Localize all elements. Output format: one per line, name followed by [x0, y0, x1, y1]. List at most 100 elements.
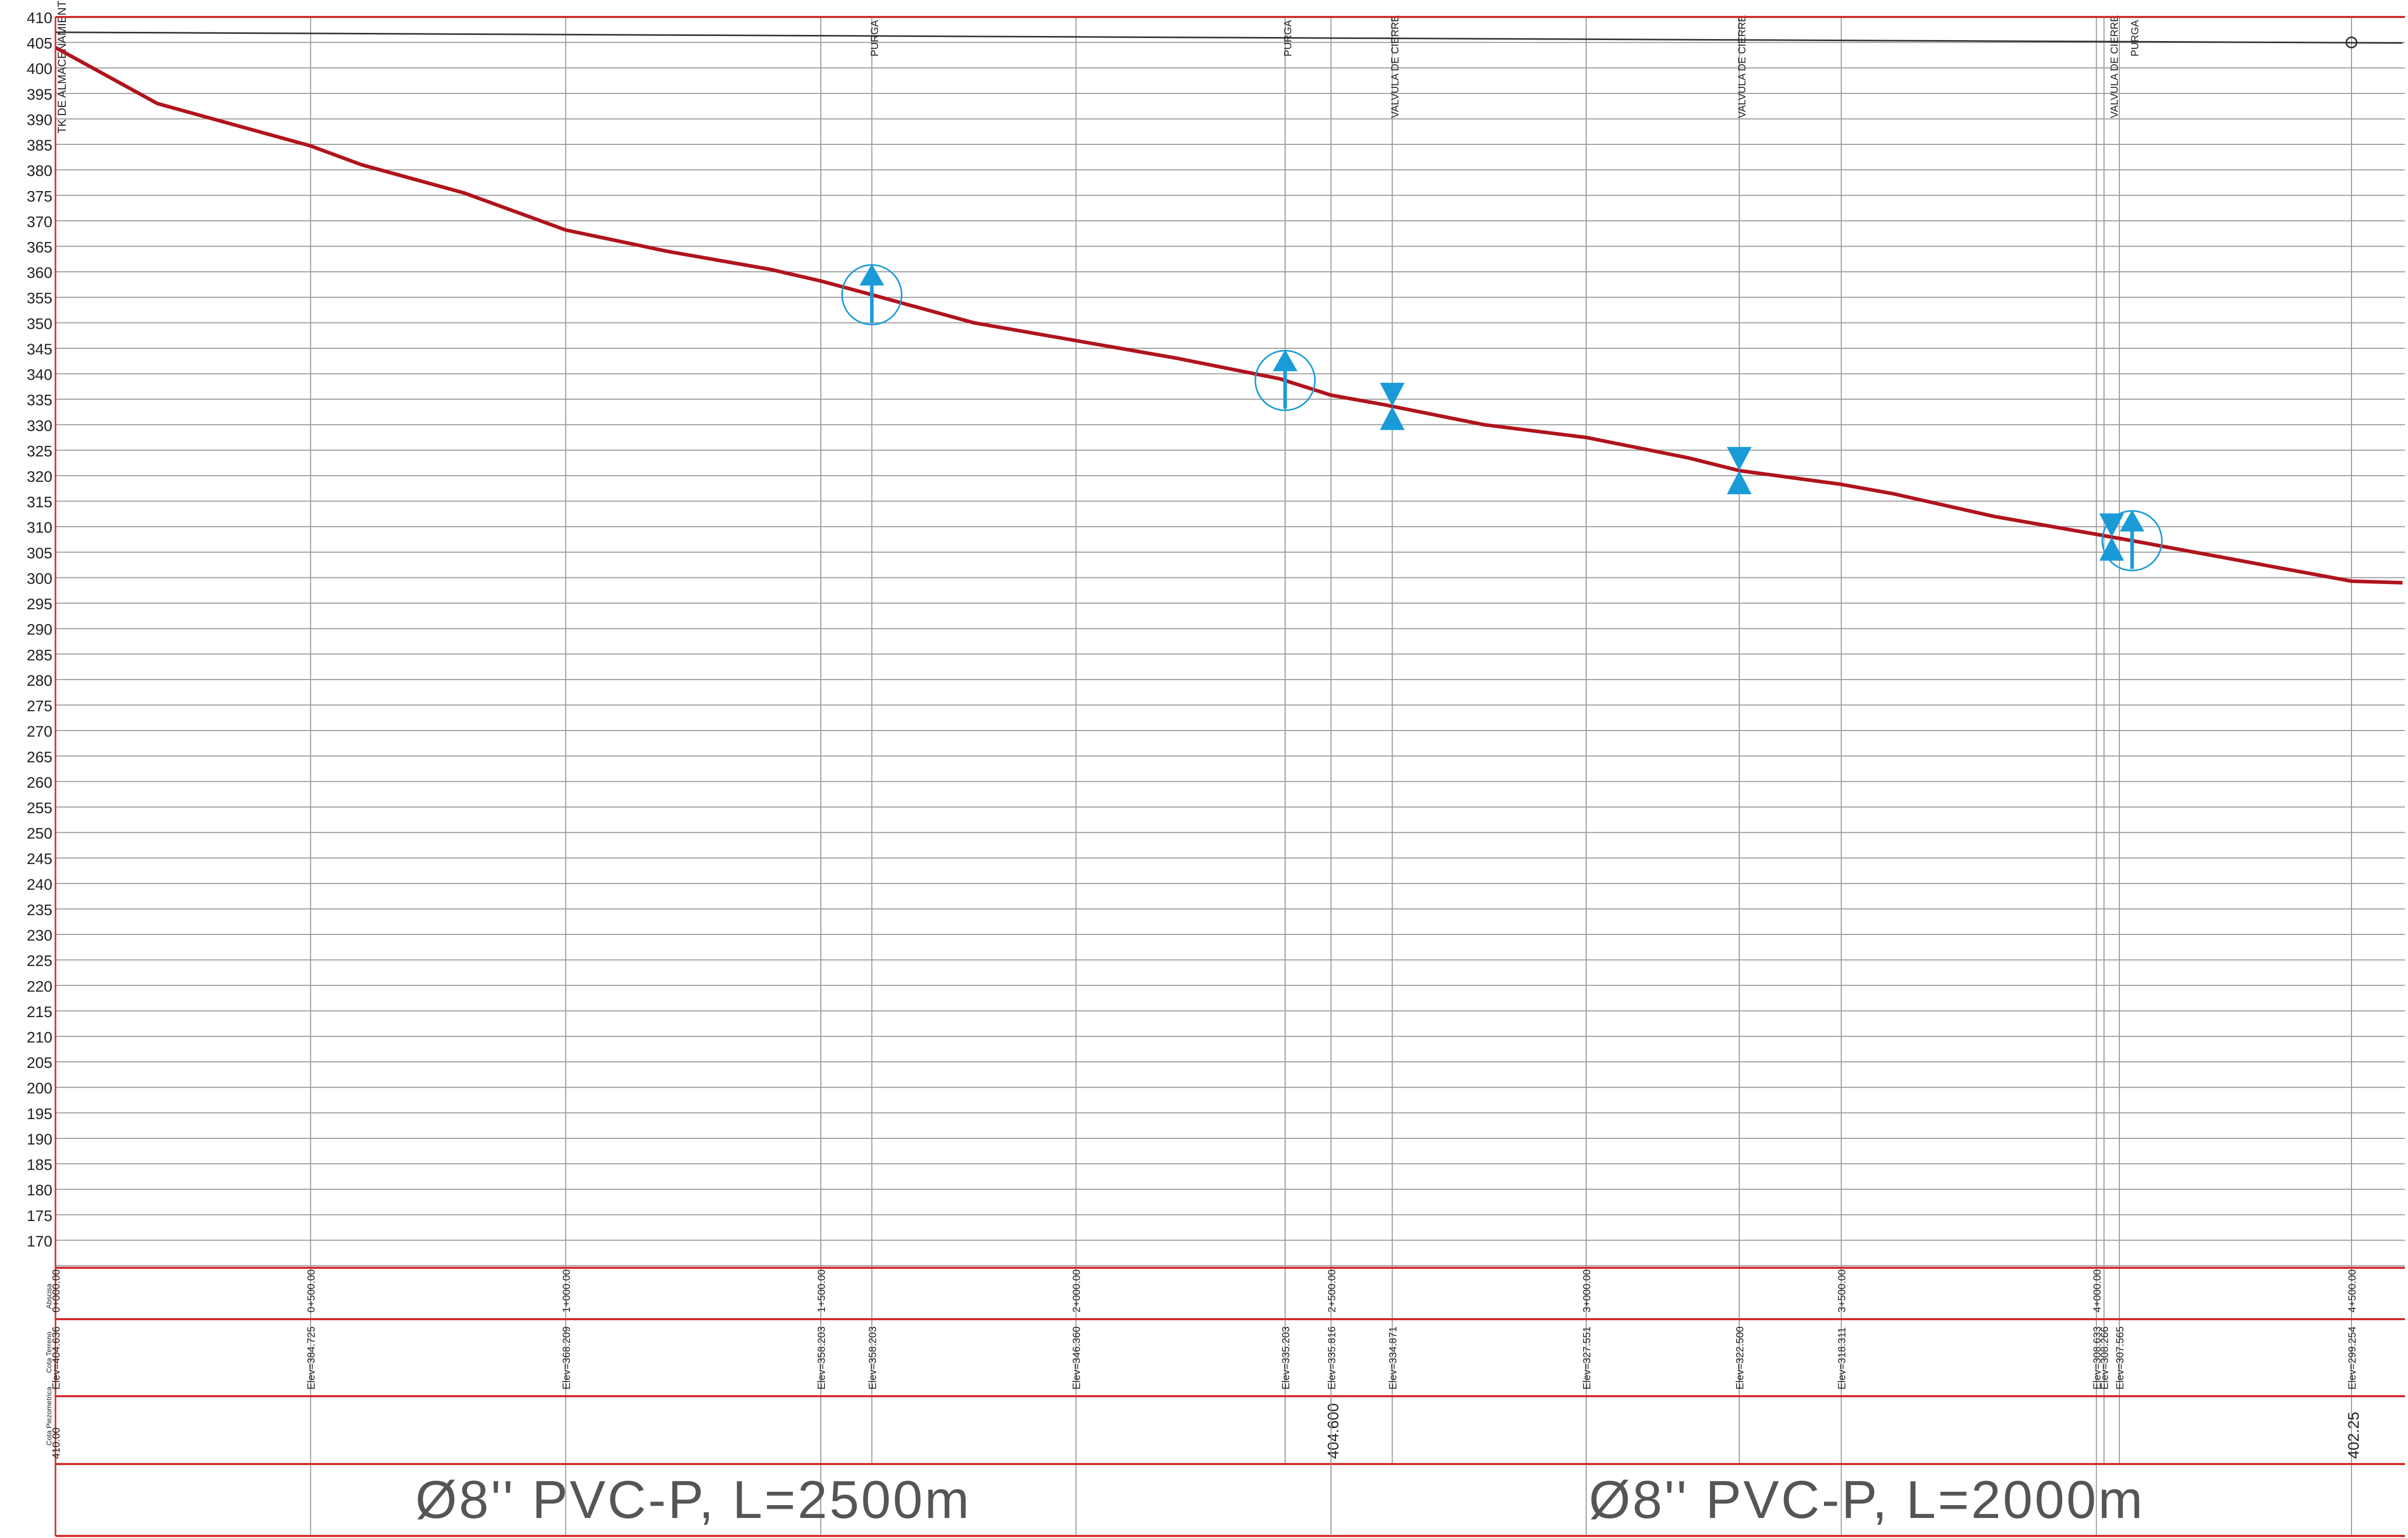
abscisa-label: 4+500.00 — [2347, 1269, 2358, 1312]
elevation-tick-label: 175 — [27, 1208, 52, 1225]
end-marker — [2345, 36, 2358, 49]
valve-icon-top — [1727, 447, 1752, 471]
station-lines — [55, 17, 2352, 1536]
cota-terreno-label: Elev=327.551 — [1582, 1326, 1593, 1390]
elevation-tick-label: 200 — [27, 1080, 52, 1097]
elevation-tick-label: 340 — [27, 367, 52, 384]
elevation-tick-label: 235 — [27, 902, 52, 918]
elevation-tick-label: 190 — [27, 1131, 52, 1148]
elevation-tick-label: 405 — [27, 35, 52, 52]
pipe-profile — [54, 46, 2403, 585]
purge-label: PURGA — [1283, 20, 1294, 57]
elevation-tick-label: 230 — [27, 927, 52, 944]
valve-icon-bottom — [1380, 406, 1405, 430]
cota-terreno-label: Elev=358.203 — [867, 1326, 878, 1390]
elevation-tick-label: 275 — [27, 698, 52, 715]
elevation-tick-labels: 410 405 400 395 390 385 380 375 370 365 360 355 350 3… — [27, 0, 68, 1250]
cota-terreno-label: Elev=308.633 — [2092, 1326, 2103, 1390]
elevation-tick-label: 240 — [27, 876, 52, 893]
elevation-tick-label: 385 — [27, 137, 52, 154]
elevation-tick-label: 285 — [27, 647, 52, 664]
valve-icon-top — [2099, 513, 2124, 537]
elevation-tick-label: 205 — [27, 1055, 52, 1072]
cota-terreno-label: Elev=346.360 — [1071, 1326, 1083, 1390]
elevation-tick-label: 280 — [27, 672, 52, 689]
cota-terreno-label: Elev=318.311 — [1837, 1327, 1848, 1390]
elevation-tick-label: 225 — [27, 953, 52, 970]
elevation-tick-label: 245 — [27, 851, 52, 868]
cota-terreno-label: Elev=358.203 — [816, 1326, 827, 1390]
elevation-tick-label: 185 — [27, 1157, 52, 1174]
cota-piezometrica-label: 402.25 — [2345, 1412, 2362, 1459]
elevation-tick-label: 365 — [27, 239, 52, 256]
elevation-tick-label: 295 — [27, 596, 52, 613]
side-label: TK DE ALMACENAMIENTO — [55, 0, 68, 134]
elevation-tick-label: 300 — [27, 570, 52, 587]
purge-arrow-icon — [1272, 349, 1297, 371]
valve-label: VALVULA DE CIERRE — [2109, 15, 2120, 118]
pipe-profile-line — [54, 46, 2403, 585]
elevation-tick-label: 320 — [27, 468, 52, 485]
valve-icon-top — [1380, 383, 1405, 407]
elevation-tick-label: 335 — [27, 392, 52, 409]
valve-label: VALVULA DE CIERRE — [1737, 15, 1748, 118]
abscisa-label: 2+500.00 — [1326, 1269, 1338, 1312]
elevation-tick-label: 170 — [27, 1233, 52, 1250]
cota-piezometrica-label: 410.00 — [51, 1428, 62, 1459]
elevation-tick-label: 360 — [27, 265, 52, 282]
segment-label: Ø8'' PVC-P, L=2500m — [416, 1470, 971, 1530]
table-row-label: Cota Terreno — [45, 1331, 53, 1373]
elevation-tick-label: 290 — [27, 622, 52, 639]
purge-arrow-icon — [2119, 510, 2144, 532]
elevation-tick-label: 210 — [27, 1029, 52, 1046]
elevation-grid — [55, 16, 2405, 1266]
purge-label: PURGA — [869, 20, 880, 57]
profile-features: PURGA PURGA VALVULA DE CIERRE VALVULA DE CI… — [841, 15, 2163, 572]
hydraulic-line — [55, 31, 2403, 44]
elevation-tick-label: 265 — [27, 749, 52, 766]
abscisa-label: 0+000.00 — [51, 1269, 62, 1312]
elevation-tick-label: 345 — [27, 341, 52, 358]
elevation-tick-label: 395 — [27, 86, 52, 103]
cota-terreno-label: Elev=368.209 — [561, 1326, 572, 1390]
profile-frame — [54, 16, 2405, 1537]
elevation-tick-label: 355 — [27, 290, 52, 307]
elevation-tick-label: 375 — [27, 188, 52, 205]
cota-terreno-label: Elev=322.500 — [1735, 1326, 1746, 1390]
cota-piezometrica-label: 404.600 — [1325, 1403, 1342, 1459]
elevation-tick-label: 380 — [27, 163, 52, 180]
elevation-tick-label: 195 — [27, 1105, 52, 1122]
elevation-tick-label: 410 — [27, 10, 52, 27]
abscisa-label: 3+500.00 — [1837, 1269, 1848, 1312]
elevation-tick-label: 325 — [27, 443, 52, 460]
cota-terreno-label: Elev=307.565 — [2115, 1326, 2126, 1390]
cota-terreno-label: Elev=335.203 — [1281, 1326, 1292, 1390]
table-row-label: Cota Piezometrica — [45, 1386, 53, 1446]
valve-label: VALVULA DE CIERRE — [1390, 15, 1401, 118]
elevation-tick-label: 315 — [27, 494, 52, 511]
elevation-tick-label: 270 — [27, 723, 52, 740]
elevation-tick-label: 305 — [27, 545, 52, 562]
purge-label: PURGA — [2130, 20, 2141, 57]
elevation-tick-label: 220 — [27, 978, 52, 995]
elevation-tick-label: 255 — [27, 800, 52, 817]
elevation-tick-label: 330 — [27, 418, 52, 435]
purge-arrow-icon — [859, 264, 885, 286]
cota-terreno-label: Elev=308.266 — [2099, 1326, 2111, 1390]
valve-icon-bottom — [1727, 471, 1752, 495]
abscisa-label: 1+500.00 — [816, 1269, 827, 1312]
abscisa-label: 0+500.00 — [306, 1269, 317, 1312]
abscisa-label: 4+000.00 — [2092, 1269, 2103, 1312]
abscisa-label: 1+000.00 — [561, 1269, 572, 1312]
elevation-tick-label: 260 — [27, 774, 52, 791]
elevation-tick-label: 215 — [27, 1004, 52, 1021]
elevation-tick-label: 310 — [27, 519, 52, 536]
segment-label: Ø8'' PVC-P, L=2000m — [1589, 1470, 2144, 1530]
profile-data-table: Abscisa Cota Terreno Cota Piezometrica 0+00… — [45, 1269, 2362, 1536]
cota-terreno-label: Elev=299.254 — [2347, 1326, 2358, 1390]
elevation-tick-label: 250 — [27, 826, 52, 842]
cota-terreno-label: Elev=384.725 — [306, 1326, 317, 1390]
abscisa-label: 3+000.00 — [1582, 1269, 1593, 1312]
elevation-tick-label: 370 — [27, 214, 52, 231]
